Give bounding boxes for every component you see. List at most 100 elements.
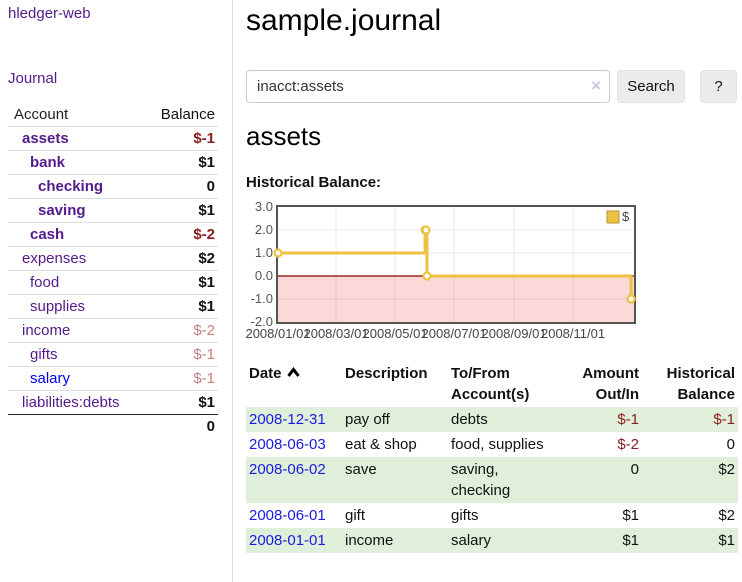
account-row: assets $-1 <box>8 126 218 151</box>
account-row: liabilities:debts $1 <box>8 390 218 415</box>
y-axis-tick-label: 0.0 <box>254 268 273 283</box>
register-description: pay off <box>342 407 448 432</box>
account-balance: $-1 <box>193 346 215 363</box>
account-row: checking 0 <box>8 174 218 199</box>
clear-search-icon[interactable]: × <box>591 76 601 95</box>
account-balance: $1 <box>198 394 215 411</box>
account-link[interactable]: food <box>30 274 60 291</box>
account-balance: 0 <box>206 178 215 195</box>
x-axis-tick-label: 2008/11/01 <box>540 326 606 341</box>
search-box: × <box>246 70 610 103</box>
accounts-total-value: 0 <box>145 414 218 438</box>
account-balance: $1 <box>198 154 215 171</box>
account-row: supplies $1 <box>8 294 218 319</box>
account-link[interactable]: expenses <box>22 250 87 267</box>
register-date-link[interactable]: 2008-01-01 <box>249 532 326 549</box>
account-link[interactable]: liabilities:debts <box>22 394 120 411</box>
account-balance: $1 <box>198 274 215 291</box>
account-row: food $1 <box>8 270 218 295</box>
register-amount: 0 <box>560 457 642 503</box>
account-link[interactable]: checking <box>38 178 104 195</box>
account-link[interactable]: cash <box>30 226 65 243</box>
account-heading: assets <box>246 121 322 151</box>
y-axis-tick-label: 2.0 <box>254 222 273 237</box>
register-amount: $1 <box>560 528 642 553</box>
register-description: gift <box>345 507 366 524</box>
register-header-accounts: To/From Account(s) <box>451 365 530 403</box>
register-balance: 0 <box>726 436 735 453</box>
register-accounts: gifts <box>451 507 479 524</box>
account-balance: $1 <box>198 202 215 219</box>
register-balance: $2 <box>718 507 735 524</box>
register-balance: $-1 <box>642 407 738 432</box>
register-header-description: Description <box>345 365 428 382</box>
register-header-row: Date Description To/From Account(s) Amou… <box>246 361 738 407</box>
account-link[interactable]: bank <box>30 154 66 171</box>
register-row: 2008-06-03 eat & shop food, supplies $-2 0 <box>246 432 738 457</box>
account-row: gifts $-1 <box>8 342 218 367</box>
x-axis-tick-label: 2008/03/01 <box>303 326 369 341</box>
register-accounts: debts <box>448 407 560 432</box>
register-row: 2008-06-02 save saving, checking 0 $2 <box>246 457 738 503</box>
account-balance: $-2 <box>193 226 215 243</box>
legend-label: $ <box>622 209 630 224</box>
register-amount: $1 <box>622 507 639 524</box>
account-link[interactable]: supplies <box>30 298 86 315</box>
account-link[interactable]: saving <box>38 202 86 219</box>
register-amount: $-1 <box>560 407 642 432</box>
account-balance: $2 <box>198 250 215 267</box>
x-axis-tick-label: 2008/05/01 <box>362 326 428 341</box>
account-link[interactable]: gifts <box>30 346 58 363</box>
accounts-header-account: Account <box>14 106 69 123</box>
sort-asc-icon <box>286 363 300 384</box>
help-button[interactable]: ? <box>700 70 737 103</box>
x-axis-tick-label: 2008/07/01 <box>421 326 487 341</box>
historical-balance-chart: $3.0 2.0 1.0 0.0 -1.0 -2.0 2008/01/01 2008/03/0… <box>245 199 742 345</box>
register-accounts: food, supplies <box>451 436 544 453</box>
account-row: income $-2 <box>8 318 218 343</box>
account-balance: $-1 <box>193 130 215 147</box>
account-row: salary $-1 <box>8 366 218 391</box>
account-link[interactable]: income <box>22 322 71 339</box>
accounts-total-row: 0 <box>8 414 218 438</box>
account-link[interactable]: salary <box>30 370 71 387</box>
accounts-table: Account Balance assets $-1 bank $1 checking 0… <box>8 103 218 438</box>
register-date-link[interactable]: 2008-06-01 <box>249 507 326 524</box>
register-header-date[interactable]: Date <box>246 361 342 407</box>
x-axis-tick-label: 2008/01/01 <box>245 326 311 341</box>
y-axis-tick-label: 1.0 <box>254 245 273 260</box>
register-description: save <box>342 457 448 503</box>
register-balance: $1 <box>642 528 738 553</box>
x-axis-tick-label: 2008/09/01 <box>481 326 547 341</box>
sidebar-item-journal[interactable]: Journal <box>8 70 58 87</box>
page-title: sample.journal <box>246 4 442 37</box>
search-bar: × Search ? <box>246 70 738 103</box>
chart-plot-area: $ <box>273 205 636 324</box>
register-amount: $-2 <box>617 436 639 453</box>
search-input[interactable] <box>246 70 610 103</box>
account-row: expenses $2 <box>8 246 218 271</box>
account-link[interactable]: assets <box>22 130 69 147</box>
register-date-link[interactable]: 2008-06-03 <box>249 436 326 453</box>
accounts-total-spacer <box>8 414 146 438</box>
accounts-header-balance: Balance <box>160 106 215 123</box>
account-balance: $-2 <box>193 322 215 339</box>
search-button[interactable]: Search <box>617 70 685 103</box>
register-accounts: salary <box>448 528 560 553</box>
chart-canvas: $ <box>273 207 636 322</box>
register-date-link[interactable]: 2008-06-02 <box>249 461 326 478</box>
legend-swatch <box>606 210 620 224</box>
register-row: 2008-01-01 income salary $1 $1 <box>246 528 738 553</box>
register-description: eat & shop <box>345 436 417 453</box>
register-date-link[interactable]: 2008-12-31 <box>249 411 326 428</box>
register-header-balance: Historical Balance <box>666 365 735 403</box>
y-axis-tick-label: 3.0 <box>254 199 273 214</box>
app-title-link[interactable]: hledger-web <box>8 5 91 22</box>
y-axis-tick-label: -2.0 <box>250 314 273 329</box>
account-balance: $-1 <box>193 370 215 387</box>
account-row: saving $1 <box>8 198 218 223</box>
accounts-header-row: Account Balance <box>8 103 218 127</box>
y-axis-tick-label: -1.0 <box>250 291 273 306</box>
register-header-amount: Amount Out/In <box>582 365 639 403</box>
